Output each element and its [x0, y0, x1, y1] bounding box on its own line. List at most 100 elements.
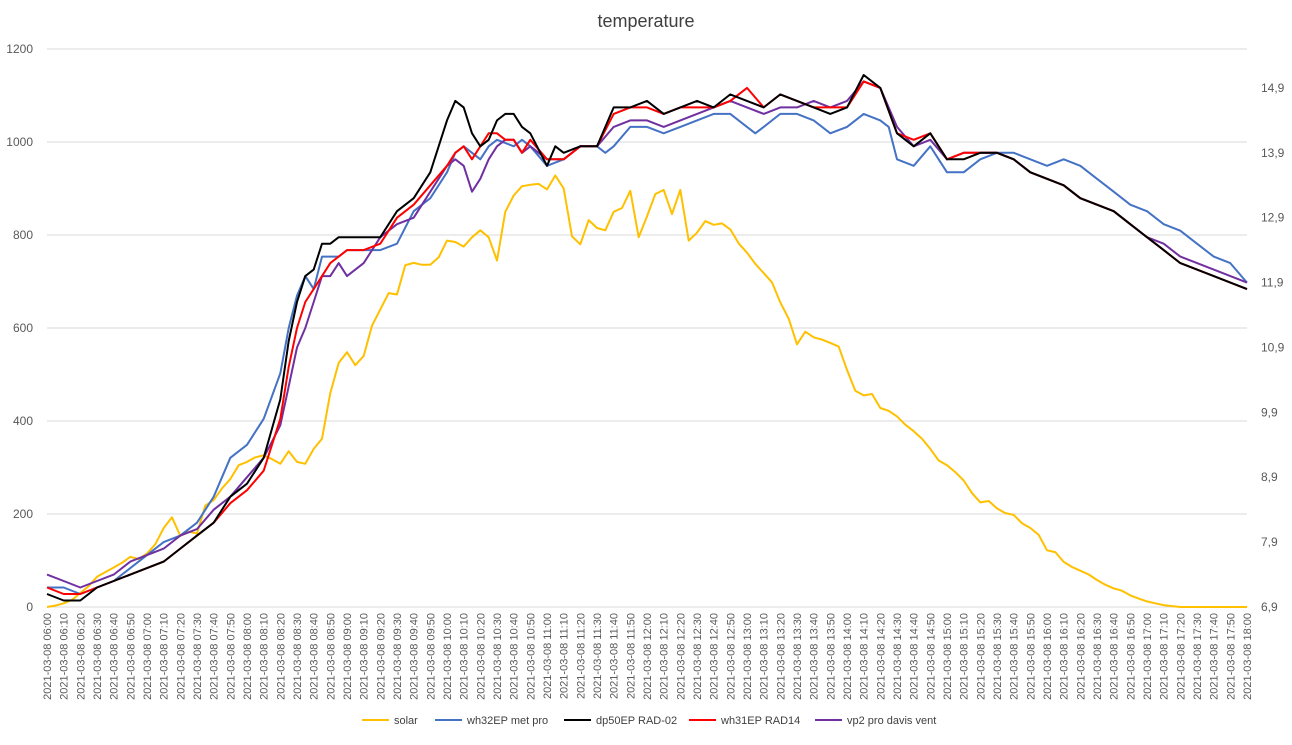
series-line-wh31ep-rad14 [46, 80, 1248, 595]
x-tick-label: 2021-03-08 14:50 [925, 613, 937, 700]
x-tick-label: 2021-03-08 13:30 [792, 613, 804, 700]
x-tick-label: 2021-03-08 09:40 [409, 613, 421, 700]
x-tick-label: 2021-03-08 11:10 [559, 613, 571, 699]
y-right-tick-label: 9,9 [1261, 405, 1278, 419]
x-tick-label: 2021-03-08 10:00 [442, 613, 454, 700]
x-tick-label: 2021-03-08 15:50 [1025, 613, 1037, 700]
y-right-tick-label: 7,9 [1261, 535, 1278, 549]
x-axis: 2021-03-08 06:00 2021-03-08 06:10 2021-03-… [42, 606, 1254, 700]
series-lines [46, 74, 1248, 608]
y-left-tick-label: 800 [13, 228, 33, 242]
y-right-tick-label: 12,9 [1261, 211, 1285, 225]
y-right-tick-label: 13,9 [1261, 146, 1285, 160]
x-tick-label: 2021-03-08 06:50 [125, 613, 137, 700]
x-tick-label: 2021-03-08 16:00 [1042, 613, 1054, 700]
x-tick-label: 2021-03-08 07:10 [159, 613, 171, 700]
x-tick-label: 2021-03-08 07:40 [209, 613, 221, 700]
legend-label: vp2 pro davis vent [847, 715, 936, 727]
y-right-tick-label: 6,9 [1261, 600, 1278, 614]
x-tick-label: 2021-03-08 10:10 [459, 613, 471, 700]
y-right-tick-label: 8,9 [1261, 470, 1278, 484]
x-tick-label: 2021-03-08 15:30 [992, 613, 1004, 700]
x-tick-label: 2021-03-08 06:20 [75, 613, 87, 700]
x-tick-label: 2021-03-08 07:50 [225, 613, 237, 700]
x-tick-label: 2021-03-08 14:20 [875, 613, 887, 700]
x-tick-label: 2021-03-08 08:40 [309, 613, 321, 700]
legend-label: wh31EP RAD14 [720, 715, 800, 727]
legend-label: wh32EP met pro [466, 715, 548, 727]
series-line-wh32ep-met-pro [47, 112, 1248, 595]
x-tick-label: 2021-03-08 13:40 [809, 613, 821, 700]
x-tick-label: 2021-03-08 12:30 [692, 613, 704, 700]
y-left-tick-label: 1000 [6, 135, 33, 149]
x-tick-label: 2021-03-08 08:10 [259, 613, 271, 700]
y-left-tick-label: 1200 [6, 42, 33, 56]
x-tick-label: 2021-03-08 15:00 [942, 613, 954, 700]
series-line-solar [46, 174, 1247, 608]
x-tick-label: 2021-03-08 11:30 [592, 613, 604, 699]
x-tick-label: 2021-03-08 15:40 [1009, 613, 1021, 700]
x-tick-label: 2021-03-08 16:50 [1125, 613, 1137, 700]
gridlines [47, 48, 1247, 608]
x-tick-label: 2021-03-08 08:20 [275, 613, 287, 700]
x-tick-label: 2021-03-08 14:10 [859, 613, 871, 700]
x-tick-label: 2021-03-08 09:10 [359, 613, 371, 700]
y-left-tick-label: 600 [13, 321, 33, 335]
y-right-tick-label: 11,9 [1261, 276, 1284, 290]
x-tick-label: 2021-03-08 06:10 [59, 613, 71, 700]
x-tick-label: 2021-03-08 15:20 [975, 613, 987, 700]
x-tick-label: 2021-03-08 09:50 [425, 613, 437, 700]
x-tick-label: 2021-03-08 13:20 [775, 613, 787, 700]
y-right-tick-label: 14,9 [1261, 81, 1285, 95]
x-tick-label: 2021-03-08 08:00 [242, 613, 254, 700]
x-tick-label: 2021-03-08 10:40 [509, 613, 521, 700]
x-tick-label: 2021-03-08 11:20 [575, 613, 587, 699]
x-tick-label: 2021-03-08 12:00 [642, 613, 654, 700]
x-tick-label: 2021-03-08 07:30 [192, 613, 204, 700]
x-tick-label: 2021-03-08 17:10 [1159, 613, 1171, 700]
x-tick-label: 2021-03-08 07:20 [175, 613, 187, 700]
x-tick-label: 2021-03-08 17:40 [1209, 613, 1221, 700]
x-tick-label: 2021-03-08 16:10 [1059, 613, 1071, 700]
x-tick-label: 2021-03-08 06:40 [109, 613, 121, 700]
x-tick-label: 2021-03-08 13:50 [825, 613, 837, 700]
x-tick-label: 2021-03-08 17:30 [1192, 613, 1204, 700]
x-tick-label: 2021-03-08 10:20 [475, 613, 487, 700]
x-tick-label: 2021-03-08 17:50 [1225, 613, 1237, 700]
x-tick-label: 2021-03-08 11:50 [625, 613, 637, 699]
x-tick-label: 2021-03-08 16:30 [1092, 613, 1104, 700]
left-y-axis: 0 200 400 600 800 1000 1200 [6, 42, 33, 614]
x-tick-label: 2021-03-08 08:50 [325, 613, 337, 700]
x-tick-label: 2021-03-08 09:20 [375, 613, 387, 700]
y-left-tick-label: 0 [26, 600, 33, 614]
series-line-dp50ep-rad-02 [46, 74, 1248, 602]
y-right-tick-label: 10,9 [1261, 340, 1285, 354]
x-tick-label: 2021-03-08 15:10 [959, 613, 971, 700]
legend-label: dp50EP RAD-02 [596, 715, 677, 727]
x-tick-label: 2021-03-08 09:00 [342, 613, 354, 700]
right-y-axis: 6,9 7,9 8,9 9,9 10,9 11,9 12,9 13,9 14,9 [1261, 81, 1285, 614]
x-tick-label: 2021-03-08 12:40 [709, 613, 721, 700]
series-line-vp2-pro-davis-vent [46, 80, 1248, 589]
x-tick-label: 2021-03-08 10:50 [525, 613, 537, 700]
x-tick-label: 2021-03-08 14:30 [892, 613, 904, 700]
x-tick-label: 2021-03-08 13:00 [742, 613, 754, 700]
x-tick-label: 2021-03-08 06:30 [92, 613, 104, 700]
x-tick-label: 2021-03-08 07:00 [142, 613, 154, 700]
legend-label: solar [394, 715, 418, 727]
y-left-tick-label: 400 [13, 414, 33, 428]
legend: solar wh32EP met pro dp50EP RAD-02 wh31EP R… [362, 715, 936, 727]
chart-title: temperature [597, 11, 694, 31]
x-tick-label: 2021-03-08 14:00 [842, 613, 854, 700]
x-tick-label: 2021-03-08 13:10 [759, 613, 771, 700]
x-tick-label: 2021-03-08 16:40 [1109, 613, 1121, 700]
x-tick-label: 2021-03-08 17:20 [1175, 613, 1187, 700]
x-tick-label: 2021-03-08 11:40 [609, 613, 621, 699]
x-tick-label: 2021-03-08 09:30 [392, 613, 404, 700]
x-tick-label: 2021-03-08 12:20 [675, 613, 687, 700]
x-tick-label: 2021-03-08 11:00 [542, 613, 554, 699]
x-tick-label: 2021-03-08 16:20 [1075, 613, 1087, 700]
x-tick-label: 2021-03-08 12:10 [659, 613, 671, 700]
y-left-tick-label: 200 [13, 507, 33, 521]
